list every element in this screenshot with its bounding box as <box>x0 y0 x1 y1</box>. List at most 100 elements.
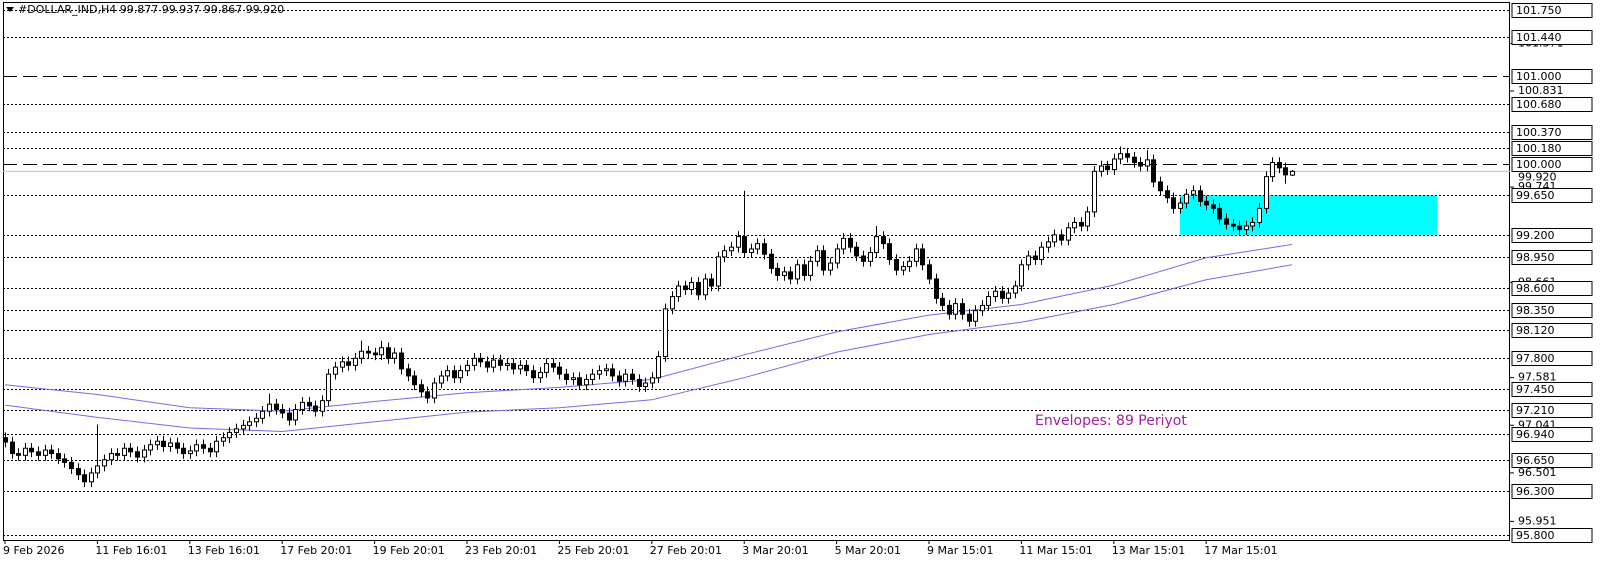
candle-body <box>1178 202 1183 209</box>
candle-body <box>577 377 582 386</box>
candle-body <box>214 440 219 453</box>
candle-body <box>1105 165 1110 171</box>
x-tick-label: 13 Feb 16:01 <box>188 544 260 557</box>
candle-body <box>795 264 800 280</box>
candle-body <box>967 313 972 322</box>
candle-body <box>729 246 734 252</box>
candle-body <box>234 428 239 433</box>
collapse-icon[interactable] <box>6 7 14 12</box>
candle-body <box>142 449 147 458</box>
level-label: 95.800 <box>1516 529 1555 542</box>
level-label-box <box>1511 3 1593 18</box>
candle-body <box>406 368 411 377</box>
candle-body <box>175 442 180 449</box>
candle-body <box>630 373 635 380</box>
candle-body <box>1277 162 1282 169</box>
x-tick-label: 9 Feb 2026 <box>3 544 64 557</box>
level-label: 97.800 <box>1516 352 1555 365</box>
candle-body <box>373 352 378 356</box>
candle-body <box>1092 170 1097 213</box>
level-label-box <box>1511 228 1593 243</box>
candle-body <box>841 237 846 250</box>
candle-body <box>43 449 48 456</box>
level-label-box <box>1511 484 1593 499</box>
candle-body <box>604 368 609 372</box>
level-label: 96.940 <box>1516 428 1555 441</box>
candle-body <box>478 357 483 363</box>
candle-body <box>742 236 747 253</box>
candle-body <box>835 248 840 264</box>
candle-body <box>208 447 213 453</box>
candles-layer <box>3 146 1295 488</box>
candle-body <box>1217 207 1222 220</box>
candle-body <box>379 347 384 356</box>
candle-body <box>3 437 8 443</box>
candle-body <box>29 447 34 453</box>
candle-body <box>227 431 232 439</box>
level-label: 96.300 <box>1516 485 1555 498</box>
candle-body <box>861 255 866 262</box>
candle-body <box>1145 159 1150 167</box>
candle-body <box>980 304 985 312</box>
candle-body <box>1000 290 1005 299</box>
level-label: 100.370 <box>1516 126 1562 139</box>
level-label: 97.450 <box>1516 383 1555 396</box>
level-label-box <box>1511 453 1593 468</box>
candle-body <box>274 403 279 410</box>
candle-body <box>465 364 470 372</box>
candle-body <box>1283 167 1288 176</box>
candle-body <box>1204 200 1209 206</box>
candle-body <box>1132 156 1137 164</box>
candle-body <box>610 368 615 377</box>
candle-body <box>703 278 708 296</box>
candle-body <box>709 278 714 287</box>
candle-body <box>419 384 424 393</box>
candle-body <box>23 447 28 456</box>
candle-body <box>135 451 140 458</box>
candle-body <box>511 363 516 370</box>
candle-body <box>293 408 298 421</box>
candle-body <box>346 361 351 366</box>
candle-body <box>432 382 437 399</box>
candle-body <box>557 366 562 375</box>
candle-body <box>1125 153 1130 158</box>
candle-body <box>1118 153 1123 160</box>
candle-body <box>907 260 912 268</box>
candle-body <box>412 375 417 386</box>
candle-body <box>736 236 741 248</box>
level-label-box <box>1511 69 1593 84</box>
level-label: 101.440 <box>1516 31 1562 44</box>
candle-body <box>109 453 114 461</box>
candle-body <box>920 248 925 266</box>
candle-body <box>689 281 694 291</box>
candle-body <box>247 421 252 426</box>
candle-body <box>828 262 833 271</box>
candle-body <box>656 356 661 379</box>
candle-body <box>313 405 318 412</box>
zone <box>1179 195 1438 235</box>
level-label-box <box>1511 250 1593 265</box>
candle-body <box>564 373 569 380</box>
candle-body <box>1046 241 1051 248</box>
candle-body <box>927 264 932 280</box>
candle-body <box>76 468 81 476</box>
x-tick-label: 23 Feb 20:01 <box>465 544 537 557</box>
candle-body <box>782 271 787 276</box>
candle-body <box>1211 204 1216 209</box>
candle-body <box>623 373 628 382</box>
candle-body <box>307 401 312 407</box>
candle-body <box>260 410 265 419</box>
candle-body <box>366 350 371 354</box>
candle-body <box>1191 190 1196 195</box>
candle-body <box>1066 227 1071 241</box>
candle-body <box>518 364 523 370</box>
candle-body <box>300 401 305 410</box>
candle-body <box>267 403 272 412</box>
candle-body <box>538 371 543 379</box>
candle-body <box>901 266 906 271</box>
y-tick-label: 97.581 <box>1518 371 1557 384</box>
candle-body <box>386 347 391 359</box>
candle-body <box>69 461 74 470</box>
candle-body <box>36 451 41 456</box>
candle-body <box>762 243 767 255</box>
